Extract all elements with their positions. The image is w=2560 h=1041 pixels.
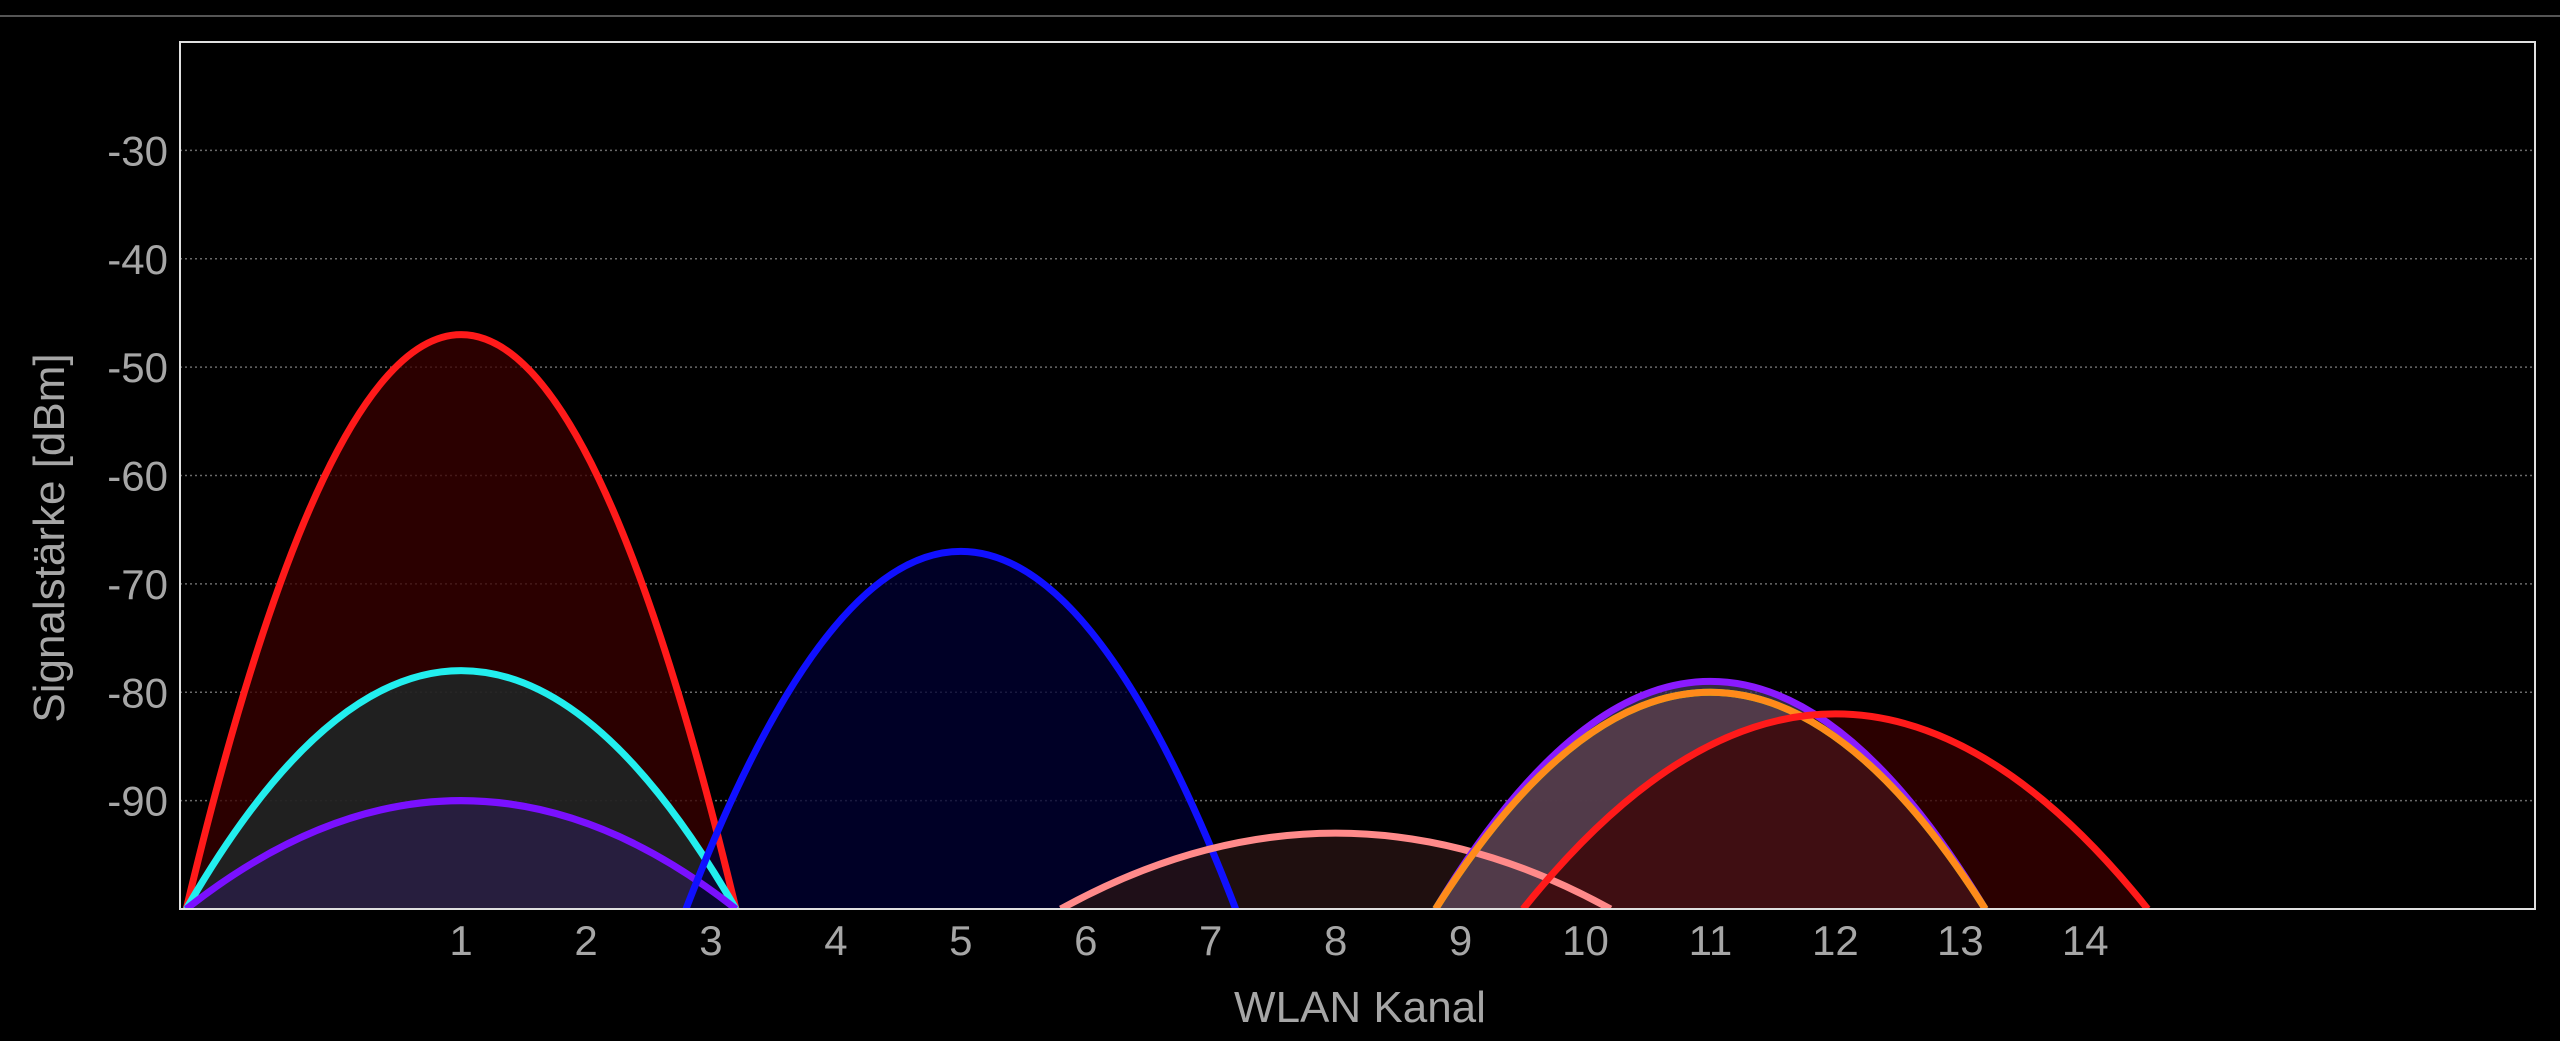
x-tick-label: 6	[1074, 917, 1097, 964]
x-tick-label: 11	[1689, 917, 1733, 964]
x-tick-label: 12	[1812, 917, 1859, 964]
x-tick-label: 8	[1324, 917, 1347, 964]
network-curve	[682, 548, 1239, 909]
network-curve	[1059, 829, 1613, 909]
x-tick-label: 9	[1449, 917, 1472, 964]
network-fills	[186, 334, 2148, 909]
network-curve	[183, 667, 739, 909]
y-tick-label: -50	[107, 344, 168, 391]
x-tick-label: 2	[574, 917, 597, 964]
network-curves	[182, 331, 2151, 909]
y-tick-label: -90	[107, 778, 168, 825]
y-axis-title: Signalstärke [dBm]	[25, 353, 74, 722]
y-tick-label: -80	[107, 669, 168, 716]
x-tick-label: 5	[949, 917, 972, 964]
x-tick-label: 14	[2062, 917, 2109, 964]
x-tick-label: 7	[1199, 917, 1222, 964]
y-axis-ticks: -30 -40 -50 -60 -70 -80 -90	[107, 127, 168, 824]
top-divider	[0, 15, 2560, 17]
x-tick-label: 3	[699, 917, 722, 964]
network-curve	[184, 797, 739, 909]
x-tick-label: 13	[1937, 917, 1984, 964]
network-curve	[1432, 688, 1989, 909]
x-axis-ticks: 1 2 3 4 5 6 7 8 9 10 11 12 13 14	[449, 917, 2108, 964]
x-tick-label: 10	[1562, 917, 1609, 964]
y-tick-label: -60	[107, 453, 168, 500]
network-curve	[1520, 710, 2151, 909]
y-tick-label: -70	[107, 561, 168, 608]
y-tick-label: -30	[107, 127, 168, 174]
y-tick-label: -40	[107, 236, 168, 283]
plot-frame	[179, 41, 2536, 910]
x-tick-label: 1	[449, 917, 472, 964]
x-tick-label: 4	[824, 917, 847, 964]
network-curve	[182, 331, 740, 909]
x-axis-title: WLAN Kanal	[1234, 983, 1486, 1032]
